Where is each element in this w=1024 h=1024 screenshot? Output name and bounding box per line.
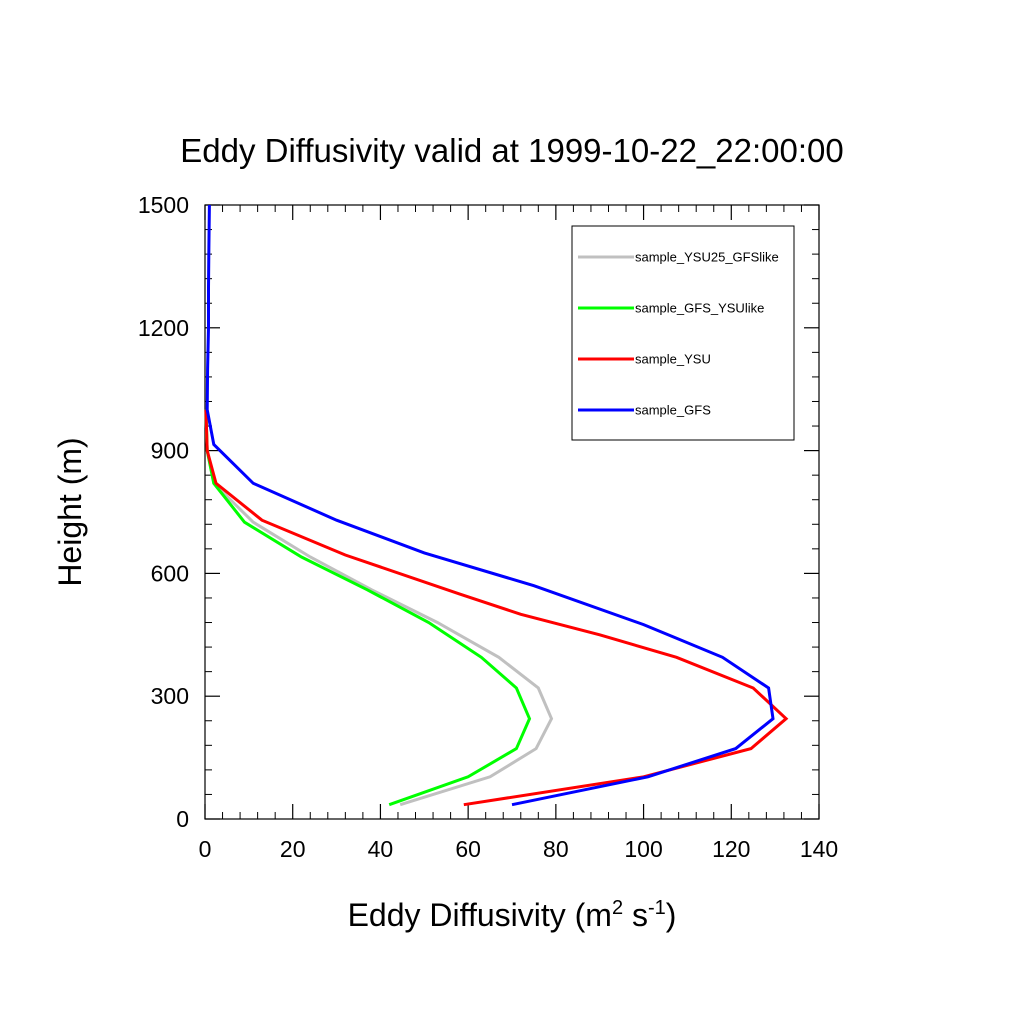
y-tick-label: 600 xyxy=(151,560,189,586)
series-line xyxy=(205,204,775,807)
chart-title: Eddy Diffusivity valid at 1999-10-22_22:… xyxy=(180,132,843,169)
y-tick-label: 0 xyxy=(176,806,189,832)
x-tick-label: 40 xyxy=(368,836,394,862)
x-tick-label: 60 xyxy=(455,836,481,862)
x-axis-label-sup2: -1 xyxy=(648,897,666,919)
legend-label: sample_GFS xyxy=(635,403,711,418)
series-line xyxy=(204,409,789,807)
legend-label: sample_YSU xyxy=(635,352,711,367)
tick-labels: 0 20 40 60 80 100 120 140 0 300 600 900 1200 1500 xyxy=(138,192,838,862)
x-axis-label-sup1: 2 xyxy=(612,897,623,919)
plot-frame xyxy=(204,204,820,820)
legend-label: sample_YSU25_GFSlike xyxy=(635,250,779,265)
x-tick-label: 20 xyxy=(280,836,306,862)
series-line xyxy=(204,409,532,807)
x-axis-label-mid: s xyxy=(623,897,648,933)
y-tick-label: 1500 xyxy=(138,192,189,218)
plot-border xyxy=(204,204,820,820)
x-axis-label-base: Eddy Diffusivity (m xyxy=(348,897,612,933)
y-tick-label: 1200 xyxy=(138,315,189,341)
legend-box xyxy=(571,225,795,441)
series-lines xyxy=(204,204,789,807)
legend: sample_YSU25_GFSlike sample_GFS_YSUlikesa… xyxy=(571,225,795,441)
y-tick-label: 300 xyxy=(151,683,189,709)
x-tick-label: 80 xyxy=(543,836,569,862)
y-axis-label: Height (m) xyxy=(52,437,88,586)
legend-label: sample_GFS_YSUlike xyxy=(635,301,764,316)
x-tick-label: 100 xyxy=(624,836,662,862)
x-axis-label: Eddy Diffusivity (m2 s-1) xyxy=(348,897,677,933)
x-tick-label: 120 xyxy=(712,836,750,862)
y-tick-label: 900 xyxy=(151,438,189,464)
x-axis-label-end: ) xyxy=(666,897,677,933)
x-tick-label: 140 xyxy=(800,836,838,862)
x-tick-label: 0 xyxy=(199,836,212,862)
